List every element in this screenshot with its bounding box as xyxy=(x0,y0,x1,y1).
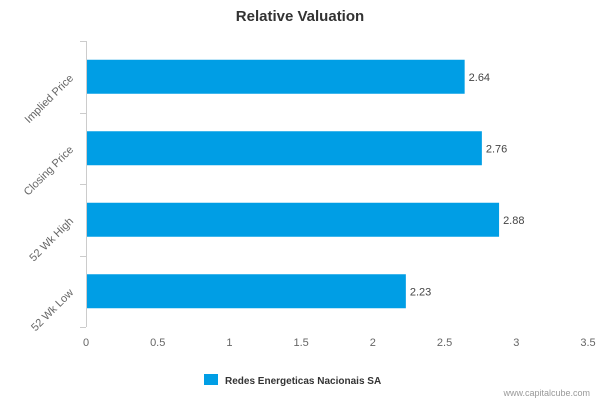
category-label: Closing Price xyxy=(22,144,76,198)
x-tick-label: 0.5 xyxy=(150,337,165,349)
x-tick-label: 2.5 xyxy=(437,337,452,349)
legend[interactable]: Redes Energeticas Nacionais SA xyxy=(204,374,381,387)
x-tick-label: 1 xyxy=(226,337,232,349)
chart-title: Relative Valuation xyxy=(236,8,364,25)
bars xyxy=(87,59,500,309)
data-label: 2.23 xyxy=(410,286,431,298)
credit-text: www.capitalcube.com xyxy=(502,388,590,398)
axes xyxy=(80,41,87,328)
bar-closing-price[interactable] xyxy=(87,131,482,166)
x-tick-label: 3.5 xyxy=(580,337,595,349)
legend-swatch xyxy=(204,374,218,385)
bar-implied-price[interactable] xyxy=(87,59,465,94)
data-label: 2.88 xyxy=(503,215,524,227)
category-label: 52 Wk Low xyxy=(29,287,76,334)
data-label: 2.64 xyxy=(469,72,490,84)
bar-52-wk-high[interactable] xyxy=(87,202,500,237)
legend-label: Redes Energeticas Nacionais SA xyxy=(225,376,381,387)
x-tick-label: 0 xyxy=(83,337,89,349)
data-label: 2.76 xyxy=(486,143,507,155)
x-tick-label: 3 xyxy=(513,337,519,349)
category-label: 52 Wk High xyxy=(27,215,76,264)
bar-52-wk-low[interactable] xyxy=(87,274,406,309)
x-tick-label: 1.5 xyxy=(293,337,308,349)
category-label: Implied Price xyxy=(23,72,76,125)
x-tick-label: 2 xyxy=(370,337,376,349)
